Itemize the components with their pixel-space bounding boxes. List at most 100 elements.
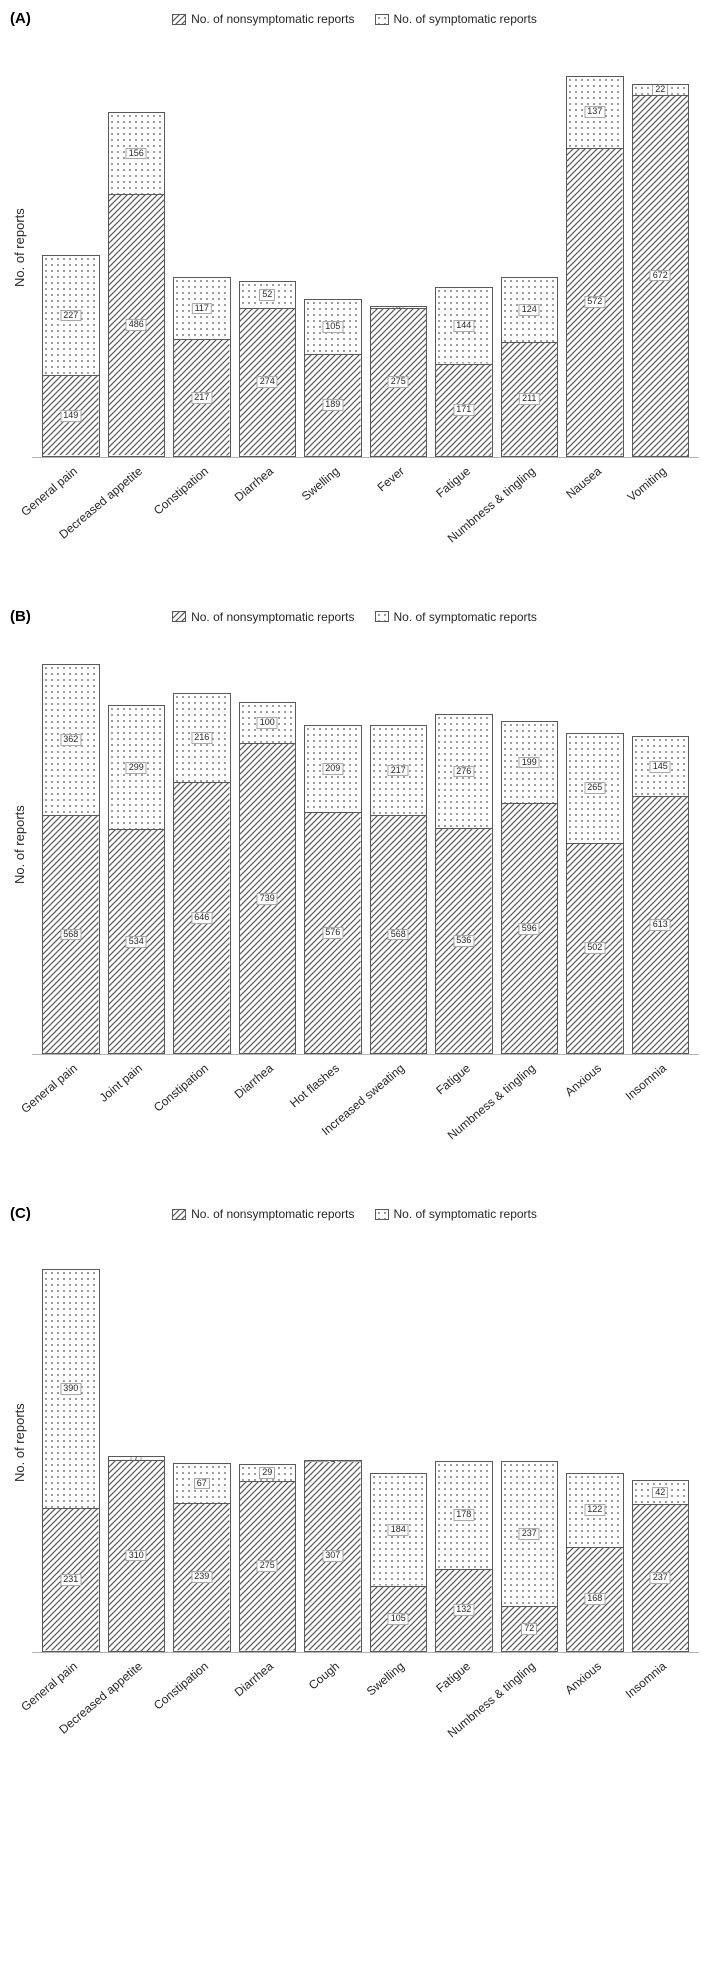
- value-label: 156: [126, 148, 147, 160]
- seg-nonsymptomatic: 502: [566, 844, 624, 1054]
- value-label: 178: [453, 1509, 474, 1521]
- legend-sym: No. of symptomatic reports: [375, 1207, 537, 1221]
- x-axis-labels: General painDecreased appetiteConstipati…: [32, 458, 699, 578]
- seg-nonsymptomatic: 739: [239, 744, 297, 1054]
- value-label: 149: [60, 410, 81, 422]
- legend: No. of nonsymptomatic reports No. of symp…: [10, 10, 699, 28]
- x-label: Cough: [304, 1653, 362, 1793]
- legend: No. of nonsymptomatic reports No. of symp…: [10, 608, 699, 626]
- legend-sym-label: No. of symptomatic reports: [394, 610, 537, 624]
- plot: 2271491564861172175227410518962751441711…: [32, 38, 699, 458]
- bar-column: 209576: [304, 635, 362, 1054]
- value-label: 211: [519, 393, 539, 405]
- value-label: 132: [453, 1604, 474, 1616]
- bar-column: 6275: [370, 38, 428, 457]
- x-label: Nausea: [566, 458, 624, 578]
- value-label: 390: [60, 1383, 81, 1395]
- seg-symptomatic: 124: [501, 277, 559, 344]
- legend-nonsym-label: No. of nonsymptomatic reports: [191, 1207, 354, 1221]
- seg-nonsymptomatic: 486: [108, 195, 166, 456]
- x-label: Numbness & tingling: [501, 1055, 559, 1175]
- legend-nonsym-label: No. of nonsymptomatic reports: [191, 12, 354, 26]
- plot: 3902317310672392927543071841051781322377…: [32, 1233, 699, 1653]
- x-label: Constipation: [173, 1055, 231, 1175]
- value-label: 572: [584, 296, 605, 308]
- value-label: 646: [191, 912, 212, 924]
- seg-nonsymptomatic: 149: [42, 376, 100, 456]
- value-label: 171: [453, 404, 474, 416]
- value-label: 672: [650, 270, 671, 282]
- hatch-icon: [172, 14, 186, 25]
- x-label: Insomnia: [632, 1653, 690, 1793]
- bar-column: 7310: [108, 1233, 166, 1652]
- chart-area: No. of reports22714915648611721752274105…: [10, 38, 699, 458]
- value-label: 145: [650, 761, 671, 773]
- seg-symptomatic: 29: [239, 1464, 297, 1482]
- x-axis-labels: General painJoint painConstipationDiarrh…: [32, 1055, 699, 1175]
- seg-nonsymptomatic: 307: [304, 1462, 362, 1651]
- seg-symptomatic: 217: [370, 725, 428, 816]
- seg-nonsymptomatic: 132: [435, 1570, 493, 1651]
- x-label: Anxious: [566, 1653, 624, 1793]
- x-axis-labels: General painDecreased appetiteConstipati…: [32, 1653, 699, 1793]
- panel-b: (B)No. of nonsymptomatic reportsNo. of s…: [10, 608, 699, 1176]
- value-label: 239: [191, 1571, 212, 1583]
- seg-nonsymptomatic: 576: [304, 813, 362, 1054]
- bar-column: 227 149: [42, 38, 100, 457]
- bar-column: 178 132: [435, 1233, 493, 1652]
- value-label: 596: [519, 923, 540, 935]
- legend-nonsym: No. of nonsymptomatic reports: [172, 610, 354, 624]
- legend-sym-label: No. of symptomatic reports: [394, 1207, 537, 1221]
- bar-column: 23772: [501, 1233, 559, 1652]
- seg-symptomatic: 299: [108, 705, 166, 830]
- value-label: 199: [519, 757, 540, 769]
- seg-symptomatic: 105: [304, 299, 362, 355]
- seg-nonsymptomatic: 189: [304, 355, 362, 457]
- bars: 3625682995342166461007392095762175682765…: [32, 635, 699, 1054]
- seg-nonsymptomatic: 237: [632, 1505, 690, 1651]
- x-label: Anxious: [566, 1055, 624, 1175]
- bar-column: 117217: [173, 38, 231, 457]
- x-label: Swelling: [304, 458, 362, 578]
- value-label: 217: [388, 765, 409, 777]
- legend-sym-label: No. of symptomatic reports: [394, 12, 537, 26]
- x-label: Swelling: [370, 1653, 428, 1793]
- value-label: 100: [257, 717, 278, 729]
- seg-symptomatic: 209: [304, 725, 362, 813]
- bar-column: 29 275: [239, 1233, 297, 1652]
- bar-column: 22672: [632, 38, 690, 457]
- seg-nonsymptomatic: 211: [501, 343, 559, 456]
- legend-sym: No. of symptomatic reports: [375, 610, 537, 624]
- bar-column: 137 572: [566, 38, 624, 457]
- x-label: Diarrhea: [239, 1653, 297, 1793]
- value-label: 124: [519, 304, 540, 316]
- seg-nonsymptomatic: 536: [435, 829, 493, 1054]
- legend-nonsym: No. of nonsymptomatic reports: [172, 12, 354, 26]
- value-label: 310: [126, 1550, 147, 1562]
- value-label: 536: [453, 935, 474, 947]
- value-label: 42: [652, 1487, 668, 1499]
- value-label: 568: [60, 929, 81, 941]
- seg-symptomatic: 137: [566, 76, 624, 150]
- value-label: 216: [191, 732, 212, 744]
- value-label: 299: [126, 762, 147, 774]
- dots-icon: [375, 611, 389, 622]
- bar-column: 122168: [566, 1233, 624, 1652]
- seg-nonsymptomatic: 231: [42, 1509, 100, 1651]
- seg-nonsymptomatic: 572: [566, 149, 624, 456]
- bars: 2271491564861172175227410518962751441711…: [32, 38, 699, 457]
- panel-label: (A): [10, 10, 31, 27]
- value-label: 362: [60, 734, 81, 746]
- value-label: 275: [257, 1560, 278, 1572]
- value-label: 168: [584, 1593, 605, 1605]
- seg-nonsymptomatic: 672: [632, 96, 690, 457]
- seg-symptomatic: 227: [42, 255, 100, 377]
- plot: 3625682995342166461007392095762175682765…: [32, 635, 699, 1055]
- panel-c: (C)No. of nonsymptomatic reportsNo. of s…: [10, 1205, 699, 1793]
- seg-nonsymptomatic: 217: [173, 340, 231, 457]
- y-axis-label: No. of reports: [10, 1233, 32, 1653]
- bar-column: 184105: [370, 1233, 428, 1652]
- x-label: Constipation: [173, 458, 231, 578]
- hatch-icon: [172, 1209, 186, 1220]
- y-axis-label: No. of reports: [10, 38, 32, 458]
